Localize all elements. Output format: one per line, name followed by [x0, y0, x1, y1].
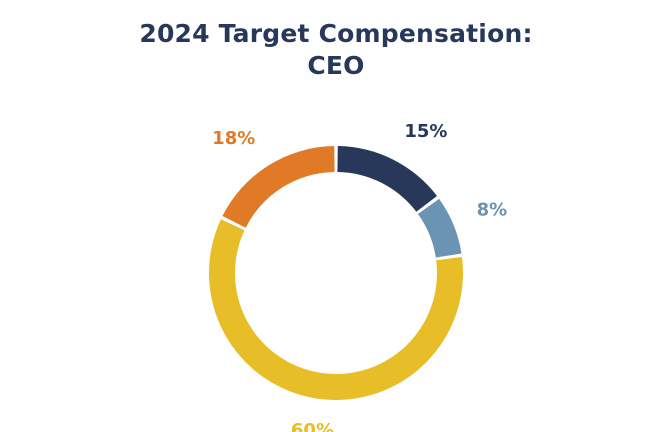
- chart-title-line-2: CEO: [307, 51, 365, 80]
- chart-title-line-1: 2024 Target Compensation:: [139, 19, 533, 48]
- donut-slice-3: [208, 219, 463, 400]
- slice-label-3: 60%: [291, 420, 334, 432]
- chart-title: 2024 Target Compensation: CEO: [0, 18, 672, 82]
- slice-label-4: 18%: [212, 128, 255, 149]
- donut-slice-4: [222, 146, 335, 228]
- donut-slice-1: [337, 146, 437, 212]
- donut-slice-2: [417, 198, 462, 258]
- slice-label-1: 15%: [404, 121, 447, 142]
- donut-labels: 15% 8% 60% 18%: [212, 121, 507, 432]
- donut-slices: [208, 146, 463, 400]
- slice-label-2: 8%: [477, 199, 508, 220]
